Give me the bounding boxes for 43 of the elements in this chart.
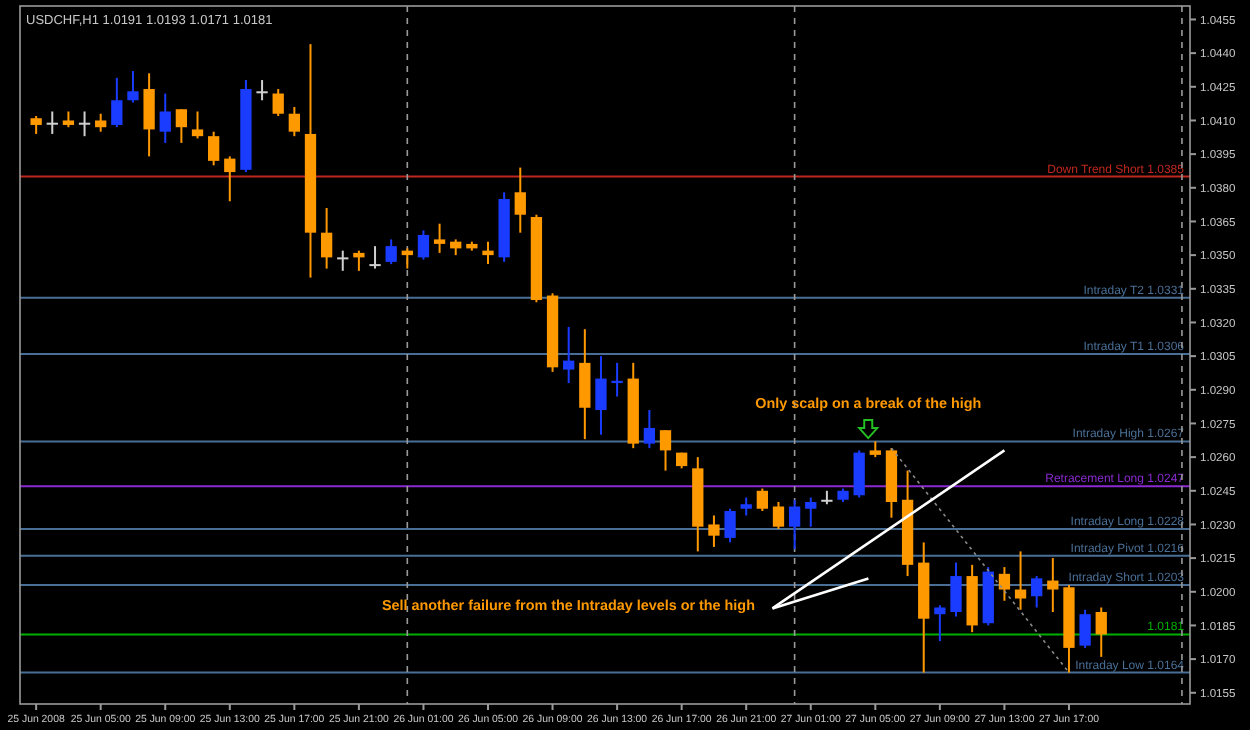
candlestick	[353, 249, 365, 272]
candlestick	[272, 88, 284, 117]
candlestick	[934, 604, 946, 643]
candlestick	[514, 166, 526, 234]
candlestick	[143, 72, 155, 158]
candlestick	[708, 514, 720, 548]
candlestick	[772, 501, 785, 530]
candlestick	[643, 408, 656, 450]
candlestick	[256, 79, 268, 102]
candlestick	[611, 361, 623, 398]
candlestick	[288, 106, 300, 138]
candlestick	[788, 498, 801, 551]
candlestick	[1031, 575, 1043, 609]
candlestick	[111, 76, 123, 129]
candlestick	[127, 70, 139, 104]
candlestick	[1079, 608, 1091, 649]
candlestick	[175, 108, 188, 144]
candlestick	[78, 110, 91, 138]
candlestick	[433, 222, 446, 254]
candlestick	[805, 496, 817, 528]
candlestick	[208, 130, 220, 167]
candlestick	[159, 92, 171, 144]
candlestick	[595, 355, 607, 436]
candlestick	[385, 238, 397, 266]
candlestick	[369, 245, 381, 270]
candlestick	[191, 110, 204, 140]
candlestick	[659, 429, 672, 472]
candlestick	[563, 325, 575, 385]
candlestick	[724, 507, 736, 544]
candlestick	[417, 229, 430, 261]
candlestick	[950, 561, 962, 618]
candlestick	[1014, 550, 1027, 611]
candlestick	[320, 206, 333, 270]
candlestick	[46, 110, 58, 135]
candlestick	[337, 249, 349, 272]
candlestick	[482, 240, 494, 266]
candlestick	[1047, 557, 1059, 613]
candlestick	[579, 328, 591, 441]
candlestick	[756, 487, 768, 512]
candlestick	[998, 566, 1011, 602]
candlestick	[224, 155, 236, 203]
candlestick	[853, 449, 865, 499]
candlestick	[1095, 606, 1107, 658]
